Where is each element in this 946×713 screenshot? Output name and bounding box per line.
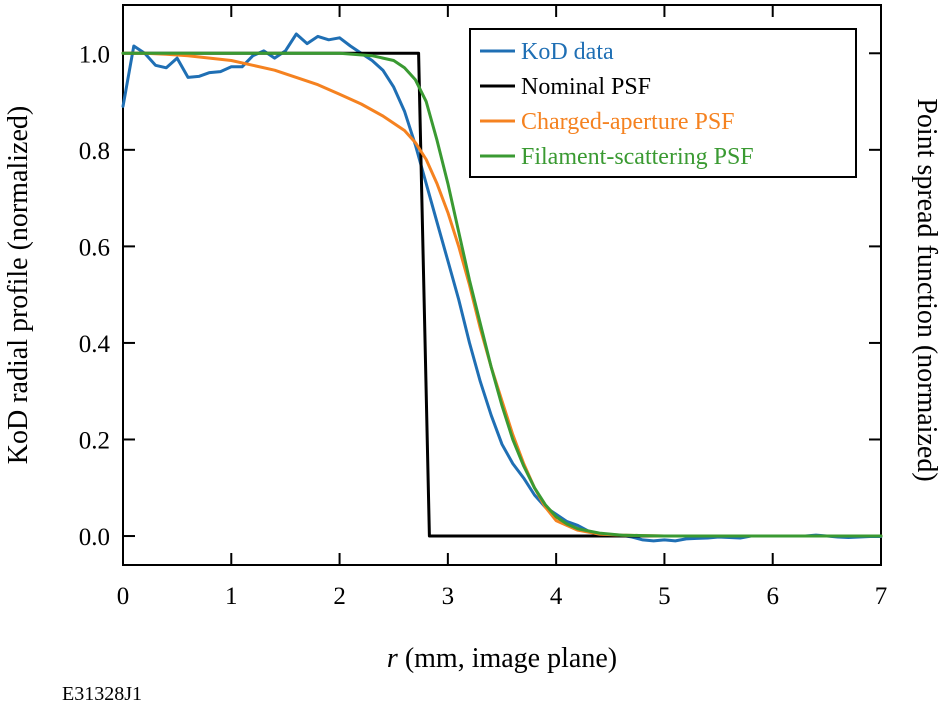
legend: KoD data Nominal PSF Charged-aperture PSF F… [469,28,857,178]
x-axis-title-variable: r [387,643,398,674]
x-tick-label: 6 [766,583,779,610]
series-line-filament-scattering-psf [121,51,883,538]
legend-label-filament-scattering-psf: Filament-scattering PSF [521,144,754,170]
y-axis-title-right: Point spread function (normaized) [911,98,942,481]
y-tick-label: 0.0 [79,524,110,551]
plot-lines [121,32,883,543]
legend-label-kod-data: KoD data [521,39,614,65]
x-tick-label: 4 [550,583,563,610]
x-tick-label: 5 [658,583,671,610]
y-axis-title-left: KoD radial profile (normalized) [3,106,34,464]
x-tick-label: 0 [117,583,130,610]
y-tick-label: 0.2 [79,427,110,454]
y-tick-label: 0.8 [79,138,110,165]
legend-label-nominal-psf: Nominal PSF [521,74,651,100]
legend-label-charged-aperture-psf: Charged-aperture PSF [521,109,735,135]
tick-labels: 0 1 2 3 4 5 6 7 0.0 0.2 0.4 0.6 0.8 1.0 [79,41,888,610]
y-tick-label: 0.6 [79,234,110,261]
x-tick-label: 1 [225,583,238,610]
y-tick-label: 0.4 [79,331,111,358]
x-tick-label: 2 [333,583,346,610]
figure-id: E31328J1 [62,683,142,705]
legend-box [469,28,857,178]
x-axis-title: r (mm, image plane) [387,643,617,674]
tick-marks [122,5,882,565]
x-axis-title-units: (mm, image plane) [398,643,617,674]
plot-frame [122,4,882,566]
legend-items: KoD data Nominal PSF Charged-aperture PSF F… [480,39,754,170]
x-tick-label: 3 [442,583,455,610]
y-tick-label: 1.0 [79,41,110,68]
x-tick-label: 7 [875,583,888,610]
